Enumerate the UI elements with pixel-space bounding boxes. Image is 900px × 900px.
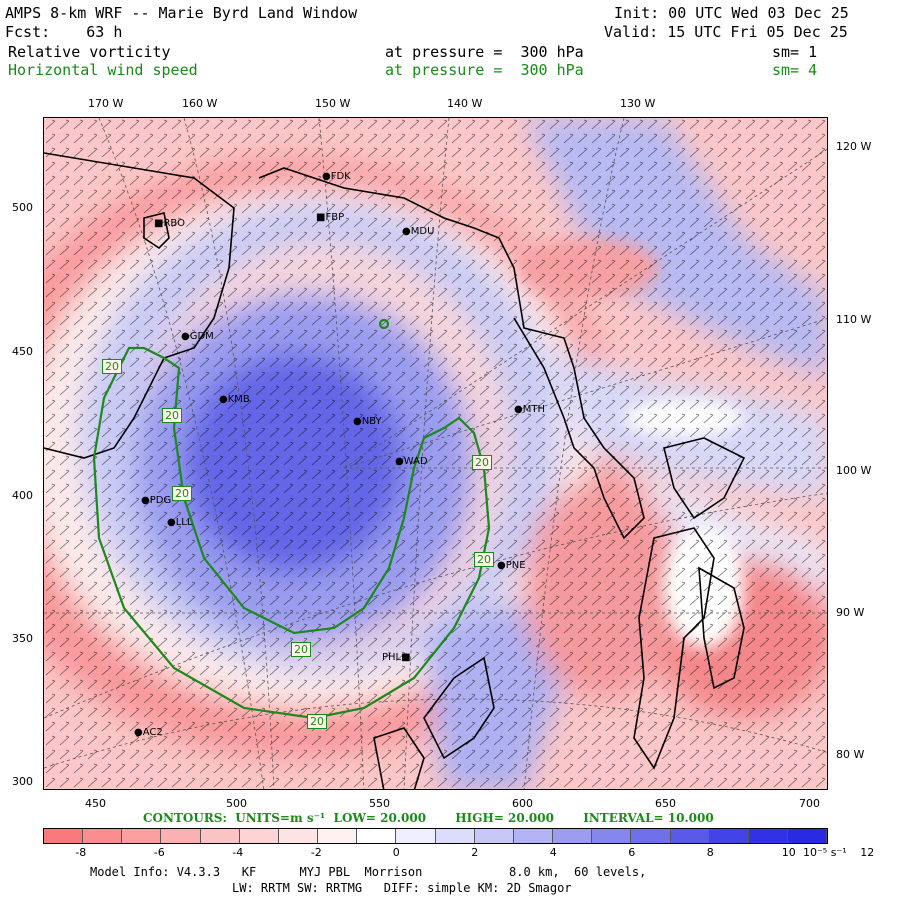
lon-label-top: 150 W: [315, 97, 351, 110]
lon-label-right: 110 W: [836, 313, 872, 326]
model-info: Model Info: V4.3.3 KF MYJ PBL Morrison 8…: [90, 865, 647, 879]
colorbar-cell: [357, 829, 397, 843]
station-marker: ■FBP: [316, 212, 345, 223]
field2-name: Horizontal wind speed: [8, 61, 198, 79]
colorbar-cell: [592, 829, 632, 843]
colorbar-cell: [670, 829, 710, 843]
grid-label-bottom: 500: [226, 797, 247, 810]
station-marker: ●AC2: [134, 727, 163, 738]
grid-label-left: 350: [12, 632, 33, 645]
colorbar: [43, 828, 828, 844]
station-marker: ■RBO: [154, 218, 185, 229]
colorbar-cell: [44, 829, 84, 843]
colorbar-cell: [122, 829, 162, 843]
contour-label: 20: [291, 642, 311, 657]
station-marker: PHL■: [382, 652, 411, 663]
station-marker: ●MDU: [402, 226, 435, 237]
grid-label-bottom: 550: [369, 797, 390, 810]
colorbar-cell: [787, 829, 828, 843]
station-marker: ●NBY: [353, 416, 382, 427]
lon-label-right: 90 W: [836, 606, 865, 619]
wind-speed-contour: [92, 318, 491, 720]
lon-label-right: 80 W: [836, 748, 865, 761]
contour-label: 20: [307, 714, 327, 729]
field1-name: Relative vorticity: [8, 43, 171, 61]
forecast-hour: Fcst: 63 h: [5, 23, 123, 41]
colorbar-cell: [396, 829, 436, 843]
colorbar-cell: [435, 829, 475, 843]
colorbar-cell: [553, 829, 593, 843]
grid-label-left: 300: [12, 775, 33, 788]
colorbar-cell: [239, 829, 279, 843]
colorbar-tick-label: -4: [232, 846, 244, 859]
station-marker: ●GDM: [181, 331, 214, 342]
colorbar-tick-label: 2: [471, 846, 479, 859]
colorbar-cell: [631, 829, 671, 843]
colorbar-tick-label: 8: [706, 846, 714, 859]
valid-time: Valid: 15 UTC Fri 05 Dec 25: [604, 23, 848, 41]
colorbar-tick-label: 12: [860, 846, 875, 859]
lon-label-right: 100 W: [836, 464, 872, 477]
field1-level: at pressure = 300 hPa: [385, 43, 584, 61]
init-time: Init: 00 UTC Wed 03 Dec 25: [614, 4, 849, 22]
field2-smoothing: sm= 4: [772, 61, 818, 79]
station-marker: ●PNE: [497, 560, 526, 571]
lon-label-top: 140 W: [447, 97, 483, 110]
colorbar-tick-label: 4: [549, 846, 557, 859]
lon-label-right: 120 W: [836, 140, 872, 153]
lon-label-top: 130 W: [620, 97, 656, 110]
colorbar-cell: [474, 829, 514, 843]
station-marker: ●PDG: [141, 495, 172, 506]
colorbar-cell: [513, 829, 554, 843]
colorbar-cell: [748, 829, 788, 843]
contour-label: 20: [474, 552, 494, 567]
grid-label-bottom: 650: [655, 797, 676, 810]
contour-label: 20: [472, 455, 492, 470]
station-marker: ●LLL: [167, 517, 193, 528]
station-marker: ●KMB: [219, 394, 250, 405]
contour-label: 20: [102, 359, 122, 374]
contour-label: 20: [172, 486, 192, 501]
station-marker: ●FDK: [322, 171, 351, 182]
plot-title: AMPS 8-km WRF -- Marie Byrd Land Window: [5, 4, 358, 22]
lon-label-top: 160 W: [182, 97, 218, 110]
colorbar-cell: [318, 829, 358, 843]
grid-label-left: 500: [12, 201, 33, 214]
grid-label-left: 400: [12, 489, 33, 502]
grid-label-left: 450: [12, 345, 33, 358]
colorbar-tick-label: 10: [781, 846, 796, 859]
contour-label: 20: [162, 408, 182, 423]
field2-level: at pressure = 300 hPa: [385, 61, 584, 79]
physics-info: LW: RRTM SW: RRTMG DIFF: simple KM: 2D S…: [232, 881, 572, 895]
coastline: [44, 152, 746, 789]
colorbar-tick-label: -6: [153, 846, 165, 859]
vorticity-field: [44, 118, 827, 789]
colorbar-tick-label: 0: [392, 846, 400, 859]
colorbar-tick-label: -2: [310, 846, 322, 859]
map-panel: 20 20 20 20 20 20 20 ●FDK ■FBP ●MDU ■RBO…: [43, 117, 828, 790]
colorbar-cell: [278, 829, 319, 843]
colorbar-tick-label: -8: [75, 846, 87, 859]
colorbar-cell: [83, 829, 123, 843]
contours-info: CONTOURS: UNITS=m s⁻¹ LOW= 20.000 HIGH= …: [143, 811, 714, 825]
grid-label-bottom: 700: [799, 797, 820, 810]
grid-label-bottom: 600: [512, 797, 533, 810]
colorbar-cell: [200, 829, 240, 843]
graticule: [44, 118, 827, 789]
colorbar-tick-label: 6: [628, 846, 636, 859]
colorbar-units: 10⁻⁵ s⁻¹: [803, 846, 847, 859]
colorbar-cell: [709, 829, 749, 843]
colorbar-cell: [161, 829, 201, 843]
lon-label-top: 170 W: [88, 97, 124, 110]
station-marker: ●WAD: [395, 456, 428, 467]
grid-label-bottom: 450: [85, 797, 106, 810]
station-marker: ●MTH: [514, 404, 545, 415]
field1-smoothing: sm= 1: [772, 43, 818, 61]
